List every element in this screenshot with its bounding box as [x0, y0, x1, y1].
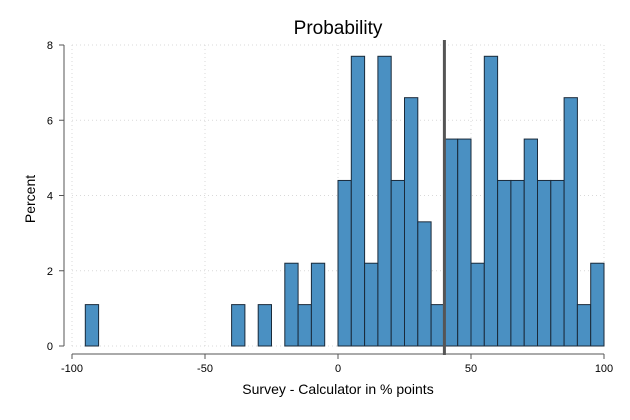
y-tick-label: 4 — [47, 191, 53, 203]
y-axis-label: Percent — [22, 175, 38, 223]
histogram-bar — [257, 304, 273, 347]
histogram-bar — [443, 138, 459, 347]
histogram-bar — [483, 55, 499, 347]
histogram-bar — [337, 179, 352, 347]
histogram-bar — [563, 97, 578, 347]
x-tick-label: 0 — [335, 363, 341, 375]
histogram-bar — [523, 138, 539, 347]
histogram-bar — [537, 179, 552, 347]
histogram-bar — [470, 262, 485, 347]
histogram-bar — [457, 138, 472, 347]
x-tick-label: -50 — [197, 363, 213, 375]
histogram-bar — [390, 179, 406, 347]
histogram-bar — [84, 304, 100, 347]
histogram-bar — [231, 304, 246, 347]
histogram-bar — [510, 179, 525, 347]
axes: 0 2 4 6 8 -100 -50 0 50 100 — [47, 40, 613, 375]
histogram-bars — [84, 55, 605, 347]
histogram-bar — [417, 221, 432, 347]
histogram-bar — [430, 304, 445, 347]
x-tick-label: 100 — [595, 363, 613, 375]
histogram-bar — [404, 97, 419, 347]
histogram-bar — [377, 55, 392, 347]
histogram-bar — [284, 262, 299, 347]
histogram-bar — [550, 179, 565, 347]
chart-title: Probability — [294, 18, 383, 39]
histogram-bar — [576, 304, 592, 347]
x-axis-label: Survey - Calculator in % points — [242, 381, 433, 397]
histogram-bar — [364, 262, 379, 347]
histogram-bar — [590, 262, 605, 347]
y-tick-label: 0 — [47, 341, 53, 353]
histogram-bar — [297, 304, 312, 347]
x-tick-label: -100 — [61, 363, 83, 375]
x-tick-label: 50 — [465, 363, 477, 375]
y-tick-label: 2 — [47, 266, 53, 278]
gridlines — [71, 44, 605, 347]
histogram-bar — [310, 262, 326, 347]
histogram-bar — [497, 179, 512, 347]
y-tick-label: 6 — [47, 115, 53, 127]
histogram-bar — [350, 55, 366, 347]
y-tick-label: 8 — [47, 40, 53, 52]
